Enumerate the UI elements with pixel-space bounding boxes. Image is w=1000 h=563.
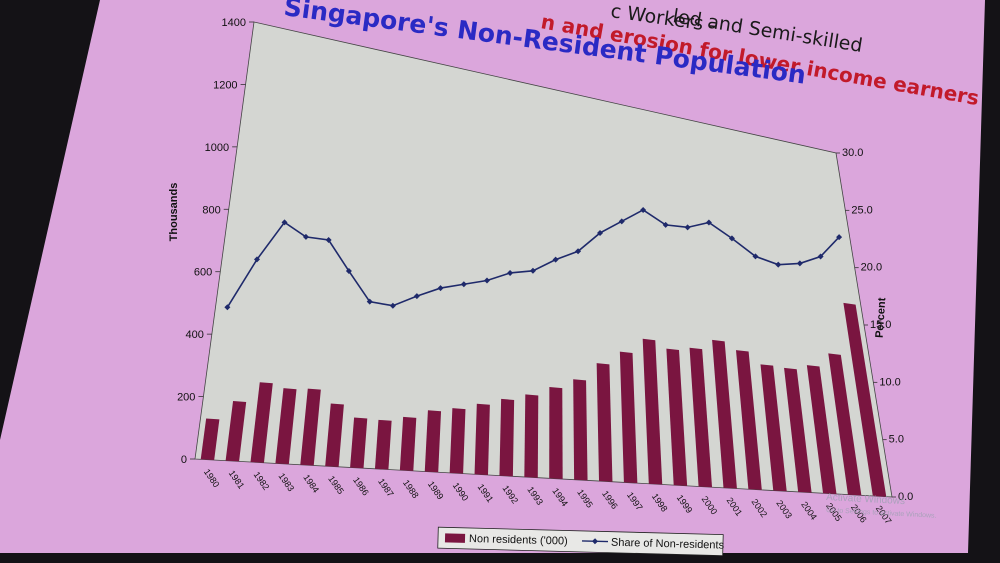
bar-1994 — [549, 387, 563, 480]
bars-layer — [200, 302, 887, 497]
bar-1991 — [474, 403, 490, 475]
y2-tick-label: 10.0 — [879, 376, 900, 388]
bar-1980 — [200, 418, 220, 461]
share-point-1987 — [389, 302, 396, 309]
y-tick-label: 800 — [202, 204, 220, 216]
y2-tick-label: 15.0 — [870, 319, 891, 331]
bar-1998 — [642, 338, 663, 485]
share-point-1984 — [325, 237, 332, 244]
share-point-2001 — [705, 219, 712, 226]
bar-1984 — [300, 388, 321, 466]
share-point-1983 — [302, 233, 309, 240]
legend-bar-label: Non residents ('000) — [469, 533, 568, 548]
legend-line-marker — [591, 538, 598, 545]
bar-1993 — [524, 394, 539, 478]
bar-2002 — [736, 350, 762, 490]
bar-2001 — [712, 339, 737, 489]
y-tick-label: 200 — [177, 392, 195, 404]
y-tick-label: 600 — [194, 267, 212, 279]
share-point-2006 — [817, 253, 824, 260]
share-point-2007 — [836, 234, 843, 241]
share-point-2003 — [752, 253, 759, 260]
share-point-2005 — [796, 260, 803, 267]
y-tick-label: 400 — [185, 329, 203, 341]
share-point-1990 — [460, 281, 467, 288]
share-point-1994 — [552, 256, 559, 263]
y2-tick-label: 5.0 — [889, 434, 904, 446]
y2-tick-label: 20.0 — [861, 262, 882, 274]
bar-1995 — [573, 379, 588, 481]
bar-2004 — [784, 367, 812, 493]
bar-1997 — [619, 351, 638, 484]
bar-1981 — [225, 400, 247, 462]
bar-1990 — [449, 408, 466, 474]
bar-1986 — [350, 417, 368, 469]
share-point-1993 — [529, 267, 536, 274]
share-point-1986 — [366, 298, 373, 305]
share-point-1996 — [597, 229, 604, 236]
bar-1999 — [666, 348, 688, 486]
y-axis-title: Thousands — [168, 183, 180, 242]
share-point-1995 — [575, 248, 582, 255]
bar-1996 — [596, 363, 613, 482]
y2-tick-label: 25.0 — [851, 204, 872, 216]
line-layer — [224, 206, 843, 311]
legend: Non residents ('000) Share of Non-reside… — [437, 526, 725, 557]
share-point-1988 — [413, 293, 420, 300]
bar-2003 — [760, 364, 787, 492]
bar-2005 — [806, 365, 837, 494]
bar-1987 — [374, 419, 392, 470]
y-tick-label: 1400 — [222, 17, 246, 29]
bar-1983 — [275, 388, 297, 465]
share-point-1992 — [507, 269, 514, 276]
share-point-2004 — [775, 261, 782, 268]
bar-1989 — [424, 410, 442, 473]
y-tick-label: 1200 — [213, 79, 237, 91]
right-axis-ticks: 0.0 5.0 10.0 15.0 20.0 25.0 30.0 — [836, 147, 913, 503]
bar-2007 — [843, 302, 887, 497]
watermark-title: Activate Windows — [826, 492, 905, 507]
y-tick-label: 0 — [181, 454, 187, 466]
bar-2006 — [828, 353, 862, 496]
legend-line-label: Share of Non-residents — [611, 537, 725, 552]
share-point-1999 — [662, 221, 669, 228]
legend-bar-swatch — [444, 533, 466, 543]
share-point-1982 — [281, 219, 288, 226]
share-point-2002 — [728, 235, 735, 242]
bar-1992 — [499, 398, 515, 477]
y2-axis-title: Percent — [874, 297, 889, 338]
bar-2000 — [689, 347, 713, 488]
left-axis-ticks: 0 200 400 600 800 1000 1200 1400 — [177, 17, 254, 466]
share-point-1997 — [618, 218, 625, 225]
share-line — [226, 209, 840, 308]
share-point-1991 — [483, 277, 490, 284]
share-point-1998 — [640, 206, 647, 213]
share-point-1980 — [224, 304, 231, 311]
share-point-2000 — [684, 224, 691, 231]
bar-1988 — [399, 416, 417, 471]
bar-1985 — [325, 403, 344, 467]
y2-tick-label: 30.0 — [842, 147, 863, 159]
share-point-1981 — [253, 256, 260, 263]
y-tick-label: 1000 — [205, 142, 229, 154]
share-point-1989 — [437, 285, 444, 292]
y2-tick-label: 0.0 — [898, 491, 913, 503]
bar-1982 — [250, 382, 273, 463]
share-point-1985 — [345, 268, 352, 275]
